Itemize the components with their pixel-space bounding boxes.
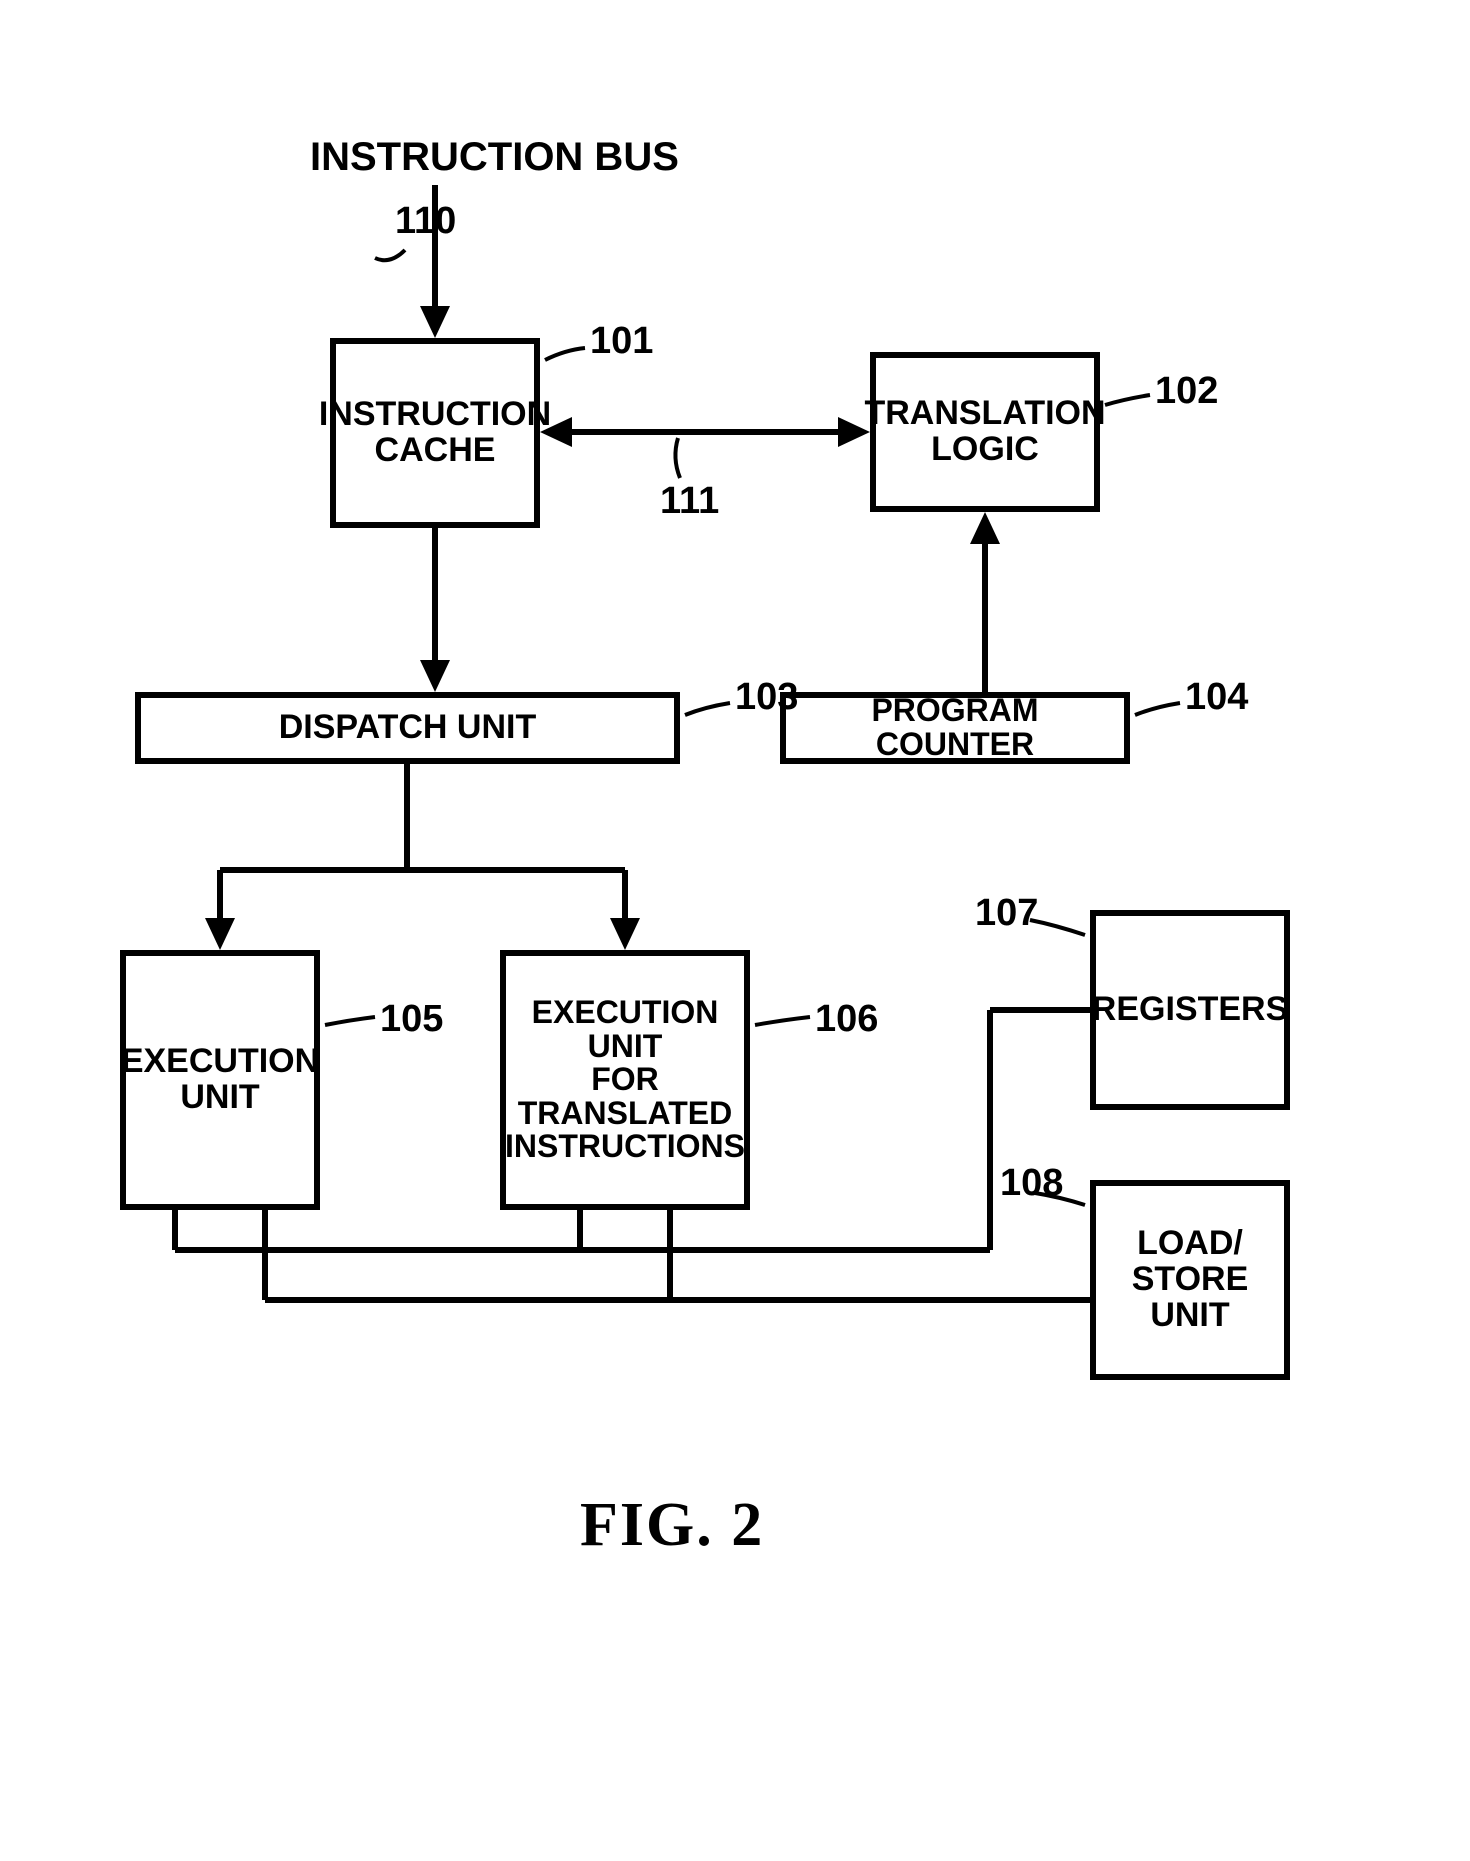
connectors-svg — [0, 0, 1470, 1861]
arrowhead-cache-to-dispatch — [420, 660, 450, 692]
arrowhead-pc-to-trans — [970, 512, 1000, 544]
ref-squiggle-101 — [545, 348, 585, 360]
ref-squiggle-106 — [755, 1017, 810, 1025]
ref-squiggle-105 — [325, 1017, 375, 1025]
arrowhead-cache-trans-right — [838, 417, 870, 447]
ref-squiggle-111 — [675, 438, 680, 478]
arrowhead-cache-trans-left — [540, 417, 572, 447]
ref-squiggle-107 — [1030, 920, 1085, 935]
arrowhead-dispatch-to-exectrans — [610, 918, 640, 950]
arrowhead-bus-to-cache — [420, 306, 450, 338]
ref-squiggle-103 — [685, 703, 730, 715]
ref-squiggle-104 — [1135, 703, 1180, 715]
ref-squiggle-102 — [1105, 395, 1150, 405]
ref-squiggle-108 — [1035, 1193, 1085, 1205]
ref-squiggle-110 — [375, 250, 405, 260]
arrowhead-dispatch-to-exec — [205, 918, 235, 950]
